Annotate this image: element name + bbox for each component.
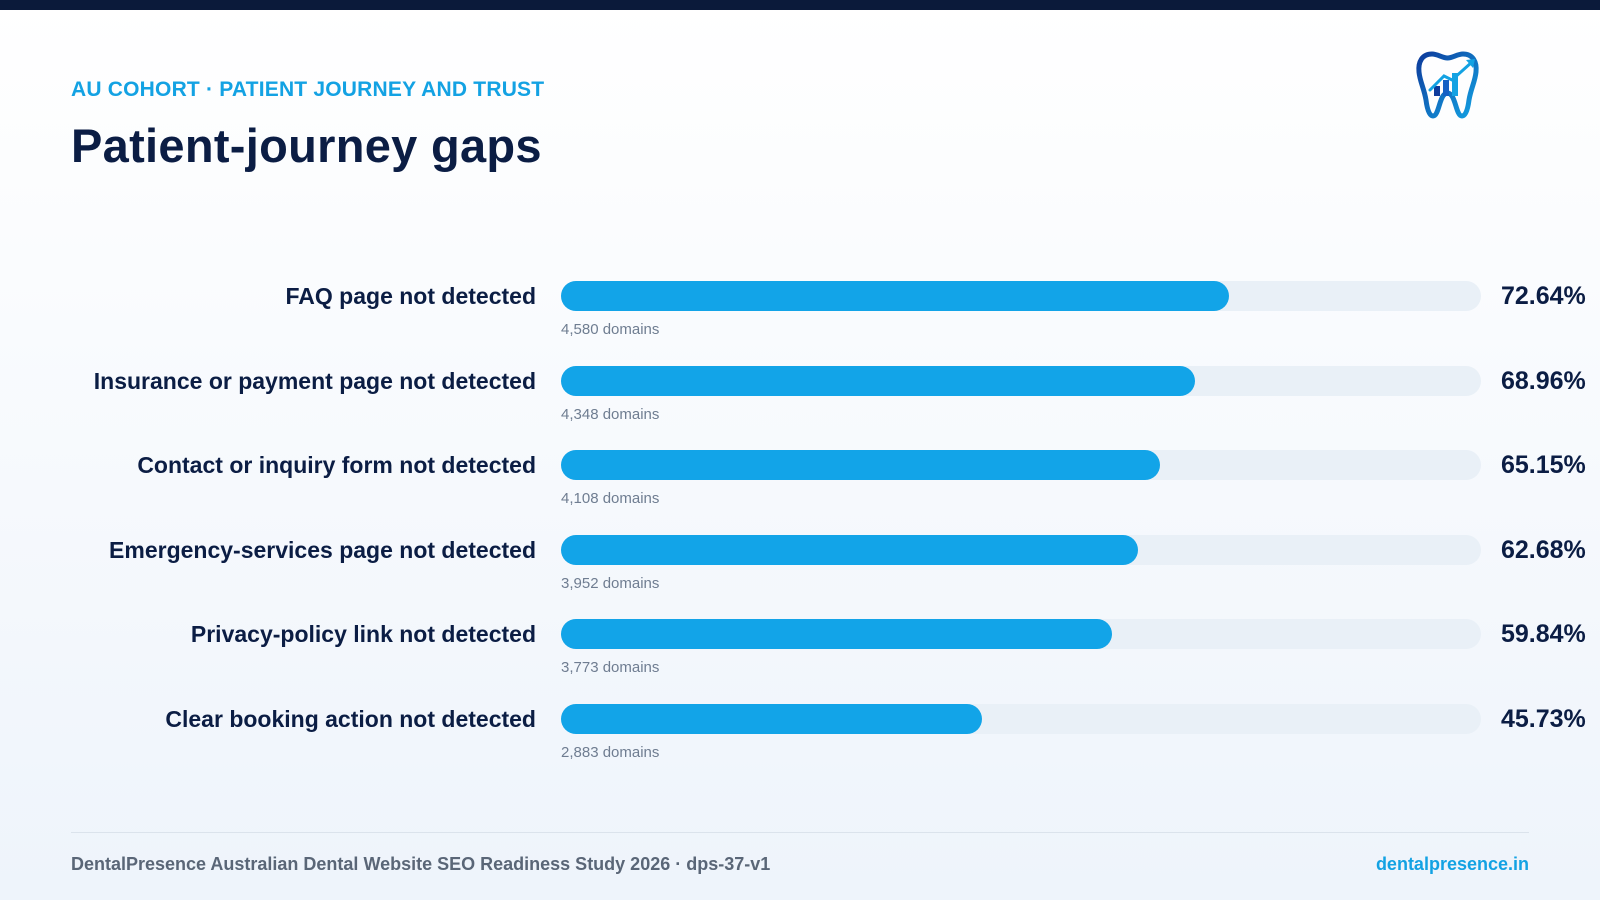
page-title: Patient-journey gaps bbox=[71, 119, 542, 172]
bar-row: Contact or inquiry form not detected 4,10… bbox=[0, 444, 1600, 524]
top-band bbox=[0, 0, 1600, 10]
bar-fill bbox=[561, 450, 1161, 480]
bar-value-label: 45.73% bbox=[1501, 704, 1586, 733]
bar-track bbox=[561, 450, 1481, 480]
bar-value-label: 62.68% bbox=[1501, 535, 1586, 564]
bar-fill bbox=[561, 365, 1196, 396]
bar-fill bbox=[561, 534, 1138, 565]
bar-category-label: Emergency-services page not detected bbox=[109, 536, 536, 563]
bar-track bbox=[561, 534, 1481, 565]
bar-domain-count: 4,108 domains bbox=[561, 490, 660, 507]
bar-domain-count: 3,773 domains bbox=[561, 659, 660, 676]
bar-fill bbox=[561, 619, 1112, 649]
bar-domain-count: 4,348 domains bbox=[561, 405, 660, 423]
tooth-growth-chart-icon bbox=[1416, 51, 1479, 119]
bar-track bbox=[561, 281, 1481, 311]
bar-row: Emergency-services page not detected 3,95… bbox=[0, 529, 1600, 609]
bar-value-label: 72.64% bbox=[1501, 282, 1586, 310]
bar-row: FAQ page not detected 4,580 domains 72.64% bbox=[0, 275, 1600, 355]
bar-row: Privacy-policy link not detected 3,773 do… bbox=[0, 613, 1600, 693]
footer-study-name: DentalPresence Australian Dental Website… bbox=[71, 854, 771, 874]
section-eyebrow: AU COHORT · PATIENT JOURNEY AND TRUST bbox=[71, 78, 545, 101]
bar-value-label: 59.84% bbox=[1501, 620, 1586, 648]
bar-category-label: FAQ page not detected bbox=[285, 283, 536, 309]
bar-fill bbox=[561, 281, 1230, 311]
bar-domain-count: 3,952 domains bbox=[561, 574, 660, 592]
bar-track bbox=[561, 703, 1481, 734]
bar-value-label: 65.15% bbox=[1501, 451, 1586, 479]
bar-domain-count: 2,883 domains bbox=[561, 743, 660, 761]
bar-track bbox=[561, 365, 1481, 396]
bar-row: Clear booking action not detected 2,883 d… bbox=[0, 698, 1600, 778]
bar-category-label: Contact or inquiry form not detected bbox=[137, 452, 536, 478]
bar-category-label: Privacy-policy link not detected bbox=[190, 621, 536, 647]
bar-category-label: Clear booking action not detected bbox=[165, 705, 536, 732]
bar-track bbox=[561, 619, 1481, 649]
bar-fill bbox=[561, 703, 982, 734]
bar-domain-count: 4,580 domains bbox=[561, 321, 660, 338]
bar-row: Insurance or payment page not detected 4,… bbox=[0, 360, 1600, 440]
bar-value-label: 68.96% bbox=[1501, 366, 1586, 395]
bar-category-label: Insurance or payment page not detected bbox=[93, 367, 536, 394]
footer-divider bbox=[71, 832, 1529, 833]
footer-website-link[interactable]: dentalpresence.in bbox=[1375, 854, 1529, 874]
